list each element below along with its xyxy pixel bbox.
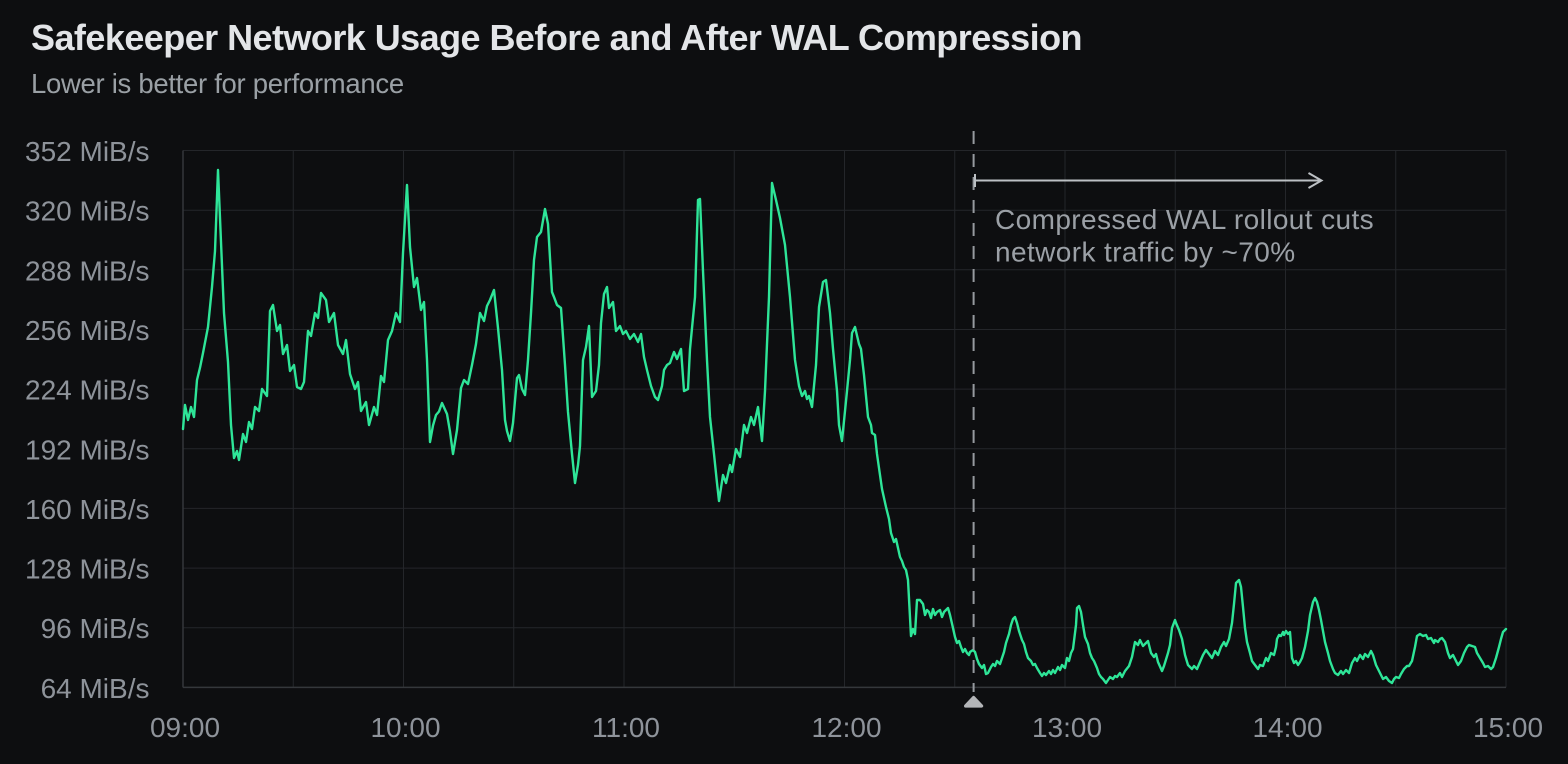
svg-text:320 MiB/s: 320 MiB/s — [25, 196, 150, 227]
svg-text:15:00: 15:00 — [1473, 712, 1543, 743]
svg-text:12:00: 12:00 — [811, 712, 881, 743]
svg-text:160 MiB/s: 160 MiB/s — [25, 494, 150, 525]
svg-text:96 MiB/s: 96 MiB/s — [41, 613, 150, 644]
svg-text:352 MiB/s: 352 MiB/s — [25, 136, 150, 167]
svg-text:10:00: 10:00 — [370, 712, 440, 743]
svg-text:network traffic by ~70%: network traffic by ~70% — [995, 237, 1296, 268]
svg-text:224 MiB/s: 224 MiB/s — [25, 375, 150, 406]
svg-text:14:00: 14:00 — [1252, 712, 1322, 743]
svg-text:128 MiB/s: 128 MiB/s — [25, 554, 150, 585]
svg-text:192 MiB/s: 192 MiB/s — [25, 434, 150, 465]
svg-text:64 MiB/s: 64 MiB/s — [41, 673, 150, 704]
svg-text:256 MiB/s: 256 MiB/s — [25, 315, 150, 346]
svg-text:11:00: 11:00 — [592, 712, 660, 743]
svg-text:288 MiB/s: 288 MiB/s — [25, 255, 150, 286]
svg-text:09:00: 09:00 — [150, 712, 220, 743]
svg-text:13:00: 13:00 — [1032, 712, 1102, 743]
svg-text:Compressed WAL rollout cuts: Compressed WAL rollout cuts — [995, 204, 1374, 235]
